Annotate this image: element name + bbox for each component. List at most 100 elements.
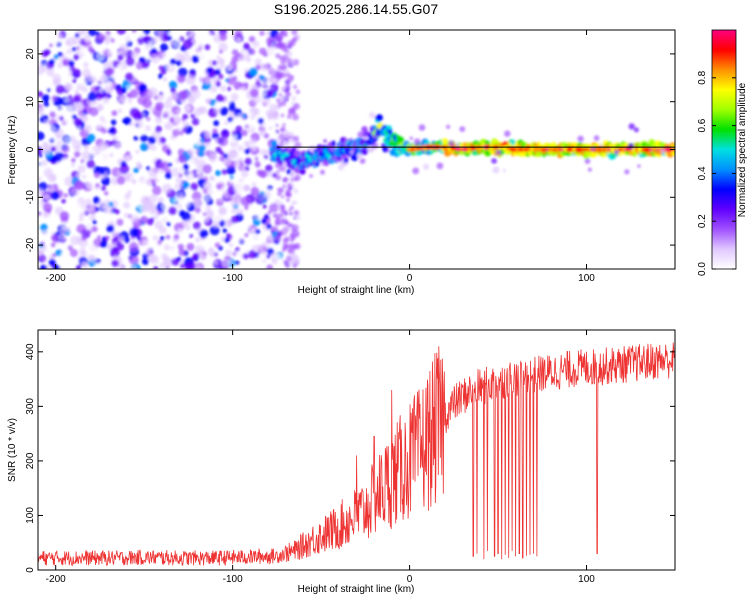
noise-blob [111,259,119,268]
noise-blob [204,103,209,108]
noise-blob [218,207,227,216]
noise-blob [189,30,197,36]
noise-blob [224,218,233,228]
noise-blob [193,140,201,148]
noise-blob [166,221,171,227]
ridge-cell [375,114,383,122]
noise-blob [131,51,139,59]
noise-blob [143,174,150,181]
noise-blob [288,131,294,138]
noise-blob [129,227,139,238]
noise-blob [283,176,289,183]
noise-blob [157,93,165,101]
noise-blob [176,196,186,206]
noise-blob [91,226,98,233]
ridge-cell [315,161,320,167]
noise-blob [113,142,124,153]
noise-blob [78,216,84,222]
noise-blob [113,241,118,246]
noise-blob [215,81,221,87]
noise-blob [221,258,231,268]
noise-blob [177,90,188,101]
noise-blob [38,247,44,257]
noise-blob [84,124,92,133]
noise-blob [64,82,73,91]
noise-blob [195,264,202,269]
noise-blob [267,241,275,249]
y-tick-label: 20 [25,48,36,60]
noise-blob [197,106,204,113]
noise-blob [178,154,187,163]
noise-blob [207,247,215,255]
noise-blob [250,88,259,98]
noise-blob [141,258,149,265]
noise-blob [131,30,137,33]
noise-blob [129,255,139,266]
noise-blob [107,48,113,54]
noise-blob [290,177,295,182]
noise-blob [185,224,191,231]
noise-blob [50,86,56,92]
noise-blob [59,242,69,252]
noise-blob [127,190,132,195]
noise-blob [254,58,262,66]
noise-blob [228,104,236,112]
noise-blob [60,157,69,166]
noise-blob [282,123,286,127]
noise-blob [70,235,80,246]
noise-blob [104,124,111,130]
noise-blob [233,192,242,201]
noise-blob [165,172,172,179]
ridge-cell [331,140,336,145]
noise-blob [40,241,45,246]
noise-blob [84,178,95,189]
noise-blob [174,117,182,125]
noise-blob [263,51,269,58]
noise-blob [194,207,201,214]
noise-blob [357,131,364,138]
noise-blob [72,102,83,112]
noise-blob [231,207,238,214]
noise-blob [202,95,211,105]
noise-blob [55,177,61,183]
noise-blob [159,43,169,52]
noise-blob [259,75,265,81]
noise-blob [105,235,110,240]
noise-blob [244,232,249,238]
ridge-cell [356,153,363,159]
noise-blob [186,219,191,225]
noise-blob [104,35,112,43]
noise-blob [178,181,183,187]
noise-blob [109,127,116,134]
noise-blob [350,143,357,150]
y-tick-label: 200 [25,452,36,469]
noise-blob [218,136,229,147]
noise-blob [181,127,187,133]
noise-blob [165,138,176,149]
noise-blob [252,40,260,48]
noise-blob [163,77,168,82]
x-tick-label: -200 [46,273,66,284]
noise-blob [275,174,282,181]
noise-blob [38,211,42,217]
noise-blob [75,207,83,215]
noise-blob [109,247,120,258]
noise-blob [87,30,97,37]
noise-blob [67,245,73,251]
noise-blob [84,203,94,213]
noise-blob [95,31,100,37]
noise-blob [218,42,228,52]
noise-blob [492,166,500,174]
y-tick-label: 100 [25,507,36,524]
noise-blob [201,69,209,78]
noise-blob [240,196,251,207]
noise-blob [141,61,150,69]
noise-blob [110,119,117,126]
noise-blob [236,226,244,234]
noise-blob [237,43,242,48]
noise-blob [91,61,101,71]
noise-blob [273,236,281,243]
noise-blob [52,264,61,269]
noise-blob [172,39,181,48]
